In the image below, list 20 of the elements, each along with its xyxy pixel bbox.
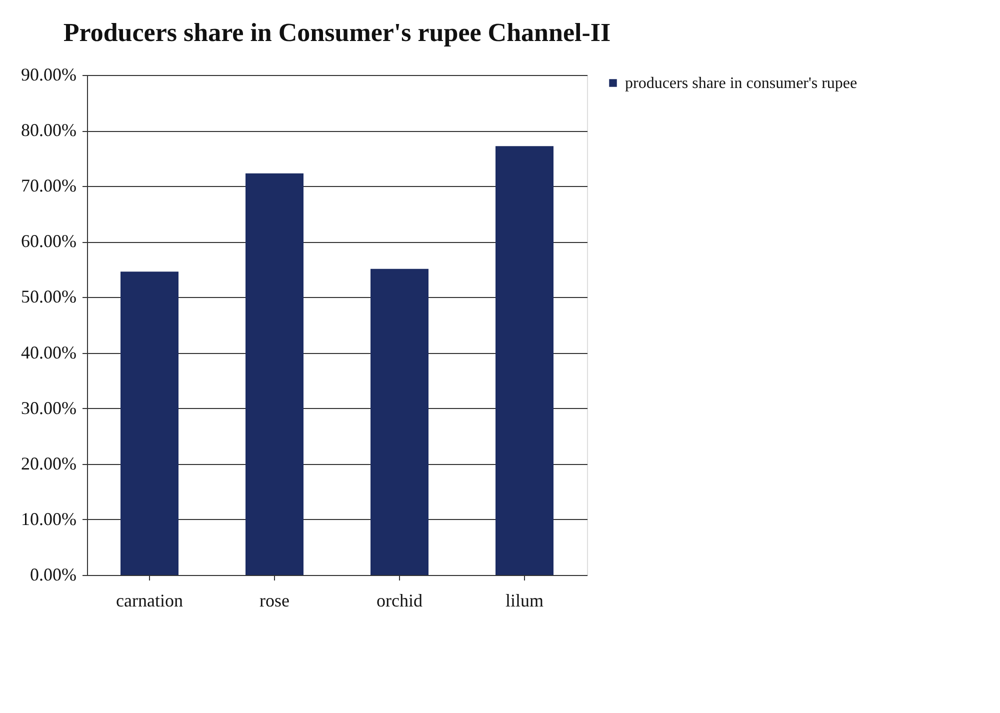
- y-tick-label: 10.00%: [21, 508, 76, 529]
- x-tick-label: carnation: [116, 590, 183, 610]
- chart-title: Producers share in Consumer's rupee Channel-II: [63, 18, 611, 47]
- x-tick-label: rose: [260, 590, 290, 610]
- y-tick-label: 40.00%: [21, 342, 76, 362]
- bar: [496, 146, 554, 575]
- legend-label: producers share in consumer's rupee: [625, 75, 858, 92]
- y-tick-label: 20.00%: [21, 453, 76, 474]
- x-tick-label: orchid: [376, 590, 422, 610]
- y-tick-label: 70.00%: [21, 176, 76, 196]
- bar: [246, 173, 304, 575]
- bar: [120, 272, 178, 575]
- y-tick-label: 60.00%: [21, 231, 76, 252]
- bar: [370, 268, 428, 575]
- y-tick-label: 80.00%: [21, 120, 76, 140]
- y-tick-label: 30.00%: [21, 398, 76, 418]
- y-tick-label: 90.00%: [21, 64, 76, 84]
- y-tick-label: 0.00%: [30, 564, 76, 584]
- x-tick-label: lilum: [505, 590, 544, 610]
- y-tick-label: 50.00%: [21, 286, 76, 307]
